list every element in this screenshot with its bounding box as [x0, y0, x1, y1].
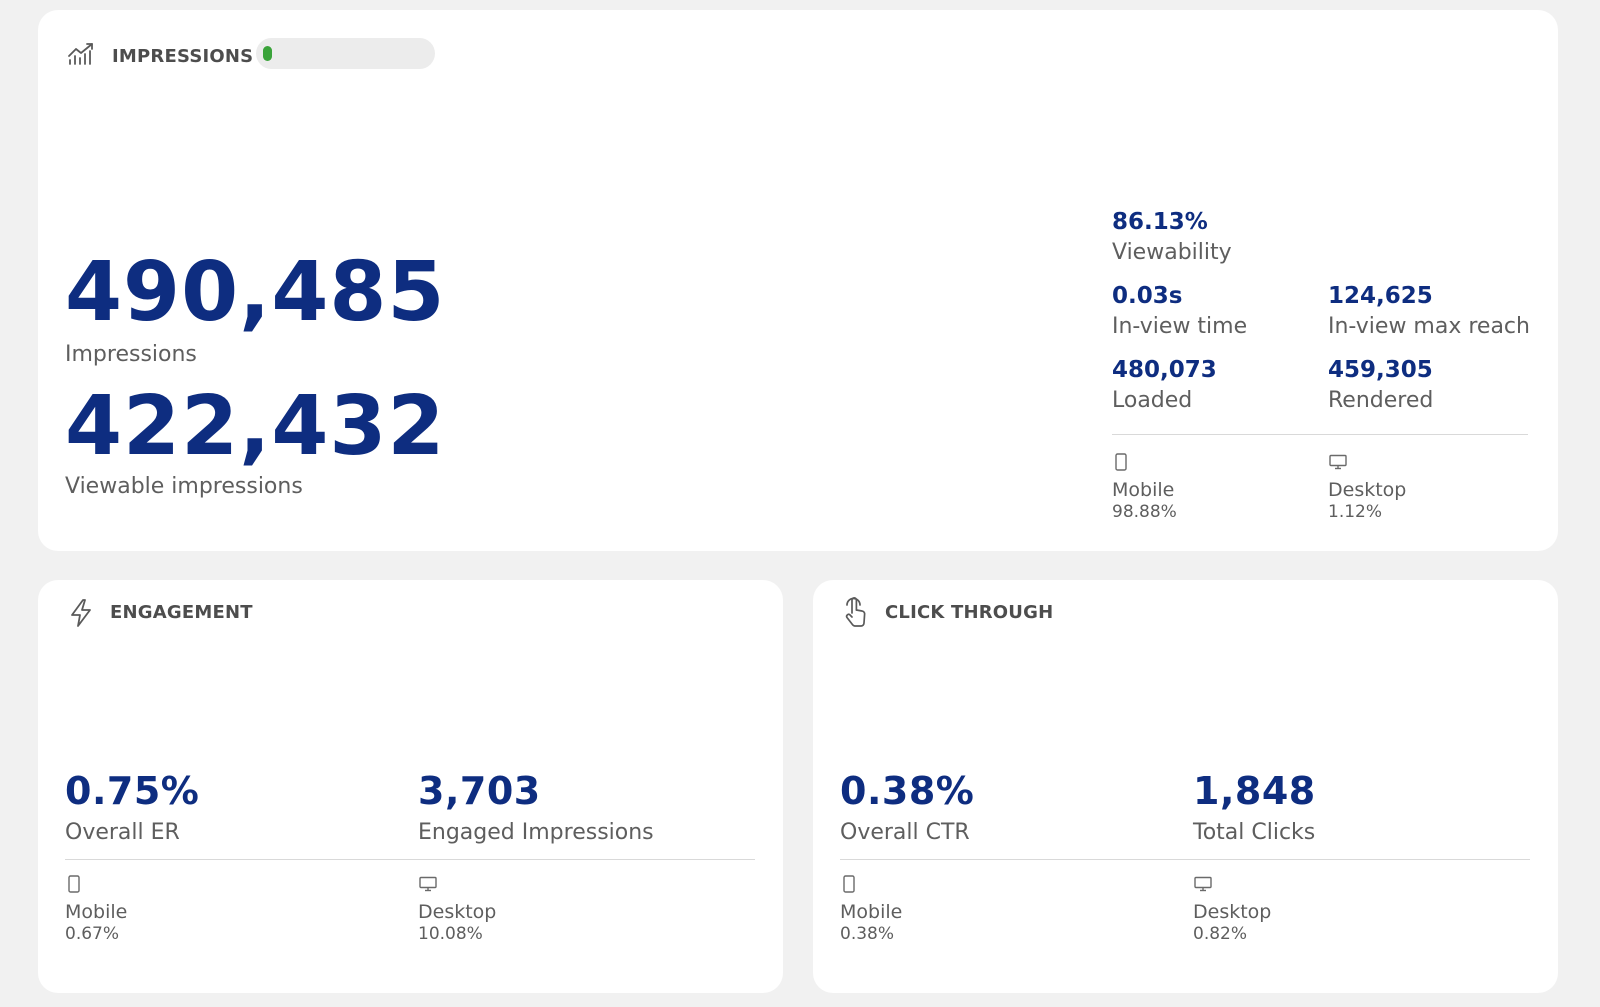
engagement-card: ENGAGEMENT 0.75% Overall ER 3,703 Engage… [38, 580, 783, 993]
engaged-impressions-value: 3,703 [418, 769, 541, 813]
divider [840, 859, 1530, 860]
progress-bar [256, 38, 435, 69]
viewability-value: 86.13% [1112, 209, 1208, 235]
rendered-label: Rendered [1328, 388, 1434, 413]
viewability-label: Viewability [1112, 240, 1232, 265]
desktop-label: Desktop [418, 901, 497, 923]
pointer-hand-icon [845, 596, 866, 627]
desktop-label: Desktop [1193, 901, 1272, 923]
engaged-impressions-label: Engaged Impressions [418, 820, 654, 845]
divider [65, 859, 755, 860]
card-title: IMPRESSIONS [112, 46, 254, 67]
overall-ctr-value: 0.38% [840, 769, 975, 813]
rendered-value: 459,305 [1328, 357, 1433, 383]
impressions-label: Impressions [65, 342, 197, 367]
mobile-icon [843, 875, 855, 893]
desktop-icon [1194, 876, 1212, 892]
divider [1112, 434, 1528, 435]
inview-time-label: In-view time [1112, 314, 1248, 339]
mobile-label: Mobile [840, 901, 903, 923]
line-chart-icon [68, 43, 93, 65]
total-clicks-value: 1,848 [1193, 769, 1316, 813]
mobile-value: 0.67% [65, 924, 120, 944]
mobile-value: 0.38% [840, 924, 895, 944]
inview-time-value: 0.03s [1112, 283, 1183, 309]
desktop-label: Desktop [1328, 479, 1407, 501]
desktop-icon [419, 876, 437, 892]
desktop-value: 10.08% [418, 924, 483, 944]
overall-er-value: 0.75% [65, 769, 200, 813]
loaded-value: 480,073 [1112, 357, 1217, 383]
inview-reach-label: In-view max reach [1328, 314, 1530, 339]
overall-er-label: Overall ER [65, 820, 180, 845]
card-title: ENGAGEMENT [110, 602, 253, 623]
impressions-value: 490,485 [65, 245, 446, 340]
impressions-card: IMPRESSIONS 490,485 Impressions 422,432 … [38, 10, 1558, 551]
viewable-impressions-value: 422,432 [65, 379, 446, 474]
desktop-value: 0.82% [1193, 924, 1248, 944]
desktop-value: 1.12% [1328, 502, 1383, 522]
mobile-icon [68, 875, 80, 893]
inview-reach-value: 124,625 [1328, 283, 1433, 309]
progress-bar-fill [263, 46, 272, 61]
mobile-icon [1115, 453, 1127, 471]
mobile-value: 98.88% [1112, 502, 1177, 522]
lightning-icon [71, 599, 91, 627]
total-clicks-label: Total Clicks [1193, 820, 1316, 845]
desktop-icon [1329, 454, 1347, 470]
mobile-label: Mobile [65, 901, 128, 923]
overall-ctr-label: Overall CTR [840, 820, 970, 845]
card-title: CLICK THROUGH [885, 602, 1054, 623]
click-through-card: CLICK THROUGH 0.38% Overall CTR 1,848 To… [813, 580, 1558, 993]
viewable-impressions-label: Viewable impressions [65, 474, 303, 499]
mobile-label: Mobile [1112, 479, 1175, 501]
loaded-label: Loaded [1112, 388, 1193, 413]
